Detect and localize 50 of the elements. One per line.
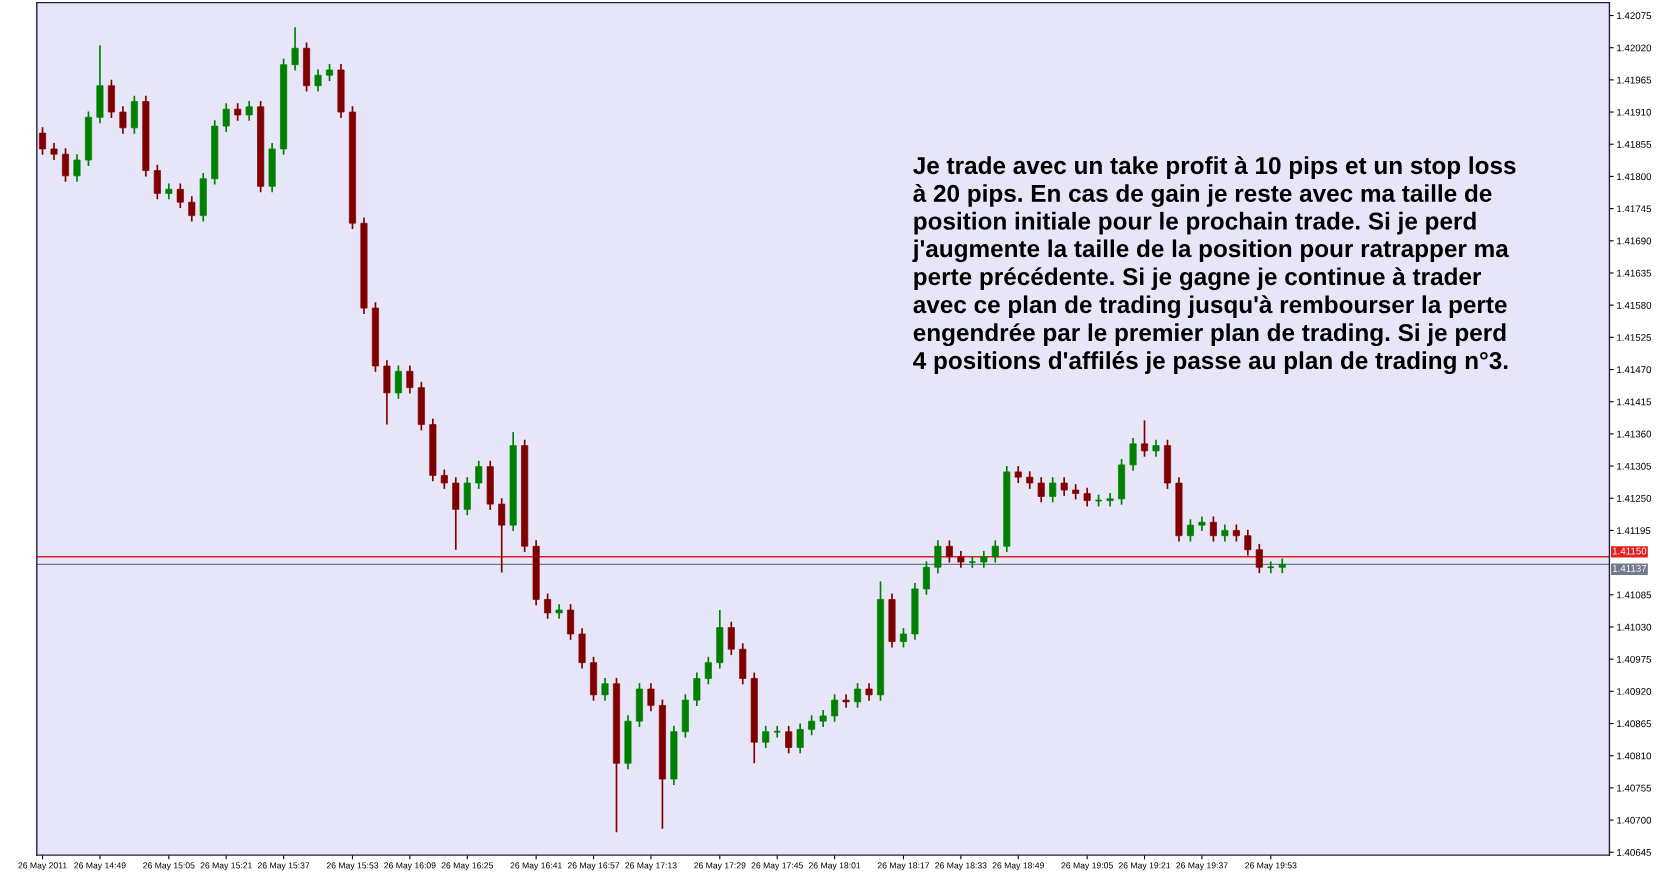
x-tick-label: 26 May 16:09 (384, 862, 436, 871)
x-tick-label: 26 May 19:37 (1176, 862, 1228, 871)
x-tick-label: 26 May 17:29 (694, 862, 746, 871)
y-tick-label: 1.41085 (1617, 591, 1652, 599)
y-tick-label: 1.41745 (1617, 205, 1652, 213)
x-tick-label: 26 May 18:33 (935, 862, 987, 871)
x-tick-label: 26 May 14:49 (74, 862, 126, 871)
x-tick-label: 26 May 18:17 (877, 862, 930, 871)
ref-line-label: 1.41137 (1612, 564, 1647, 572)
y-tick-label: 1.41415 (1617, 398, 1652, 406)
y-tick-label: 1.41195 (1617, 527, 1651, 535)
x-tick-label: 26 May 15:21 (200, 862, 252, 871)
x-tick-label: 26 May 17:45 (751, 862, 803, 871)
y-tick-label: 1.40865 (1617, 720, 1652, 728)
x-tick-label: 26 May 15:53 (326, 862, 379, 871)
y-tick-label: 1.40645 (1617, 848, 1652, 856)
x-tick-label: 26 May 16:57 (567, 862, 620, 871)
annotation: Je trade avec un take profit à 10 pips et un stop loss à 20 pips. En cas de gain je reste avec ma taille de position initiale pour le prochain trade. Si je perd j'augmente la taille de la position pour ratrapper ma perte précédente. Si je gagne je continue à trader avec ce plan de trading jusqu'à rembourser la perte engendrée par le premier plan de trading. Si je perd 4 positions d'affilés je passe au plan de trading n°3. (912, 156, 1516, 375)
ref-line-label: 1.41150 (1612, 547, 1647, 555)
x-tick-label: 26 May 17:13 (625, 862, 677, 871)
y-tick-label: 1.41580 (1617, 301, 1652, 309)
y-tick-label: 1.41360 (1617, 430, 1652, 438)
x-tick-label: 26 May 2011 (18, 862, 67, 871)
y-tick-label: 1.41800 (1617, 173, 1652, 181)
x-tick-label: 26 May 18:01 (808, 862, 861, 871)
x-tick-label: 26 May 16:25 (441, 862, 493, 871)
x-tick-label: 26 May 16:41 (510, 862, 562, 871)
y-tick-label: 1.41635 (1617, 269, 1652, 277)
y-tick-label: 1.41470 (1617, 366, 1652, 374)
y-tick-label: 1.40920 (1617, 688, 1652, 695)
x-tick-label: 26 May 18:49 (992, 862, 1044, 871)
y-tick-label: 1.40975 (1617, 655, 1652, 663)
y-tick-label: 1.41250 (1617, 494, 1652, 502)
y-tick-label: 1.40755 (1617, 784, 1652, 792)
y-tick-label: 1.42020 (1617, 44, 1652, 52)
y-tick-label: 1.41910 (1617, 108, 1652, 116)
x-tick-label: 26 May 15:37 (257, 862, 310, 871)
y-tick-label: 1.41305 (1617, 462, 1652, 470)
x-tick-label: 26 May 19:53 (1245, 862, 1297, 871)
y-tick-label: 1.41525 (1617, 334, 1652, 341)
y-tick-label: 1.40700 (1617, 816, 1652, 824)
x-tick-label: 26 May 19:21 (1118, 862, 1171, 871)
y-tick-label: 1.42075 (1617, 12, 1652, 20)
y-tick-label: 1.40810 (1617, 752, 1652, 760)
x-tick-label: 26 May 15:05 (143, 862, 195, 871)
y-tick-label: 1.41030 (1617, 623, 1652, 631)
y-tick-label: 1.41690 (1617, 237, 1652, 245)
y-tick-label: 1.41855 (1617, 140, 1652, 148)
y-tick-label: 1.41965 (1617, 76, 1652, 84)
x-tick-label: 26 May 19:05 (1061, 862, 1113, 871)
